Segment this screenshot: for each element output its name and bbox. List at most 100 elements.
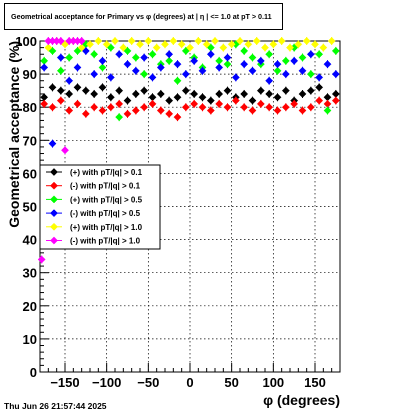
data-point bbox=[73, 63, 82, 72]
data-point bbox=[44, 43, 53, 52]
data-point bbox=[215, 56, 224, 65]
data-point bbox=[215, 90, 224, 98]
data-point bbox=[106, 103, 115, 112]
data-point bbox=[286, 43, 294, 52]
data-point bbox=[294, 40, 303, 49]
data-point bbox=[240, 60, 249, 69]
data-point bbox=[173, 93, 182, 102]
data-point bbox=[181, 86, 190, 95]
data-point bbox=[90, 70, 99, 79]
data-point bbox=[161, 40, 169, 49]
data-point bbox=[198, 66, 207, 75]
data-point bbox=[56, 96, 65, 105]
series-1 bbox=[40, 83, 340, 105]
data-point bbox=[123, 60, 132, 69]
data-point bbox=[298, 53, 307, 62]
data-point bbox=[148, 50, 157, 59]
data-point bbox=[148, 73, 157, 82]
data-point bbox=[123, 109, 132, 118]
data-point bbox=[119, 43, 128, 52]
data-point bbox=[115, 50, 124, 59]
data-point bbox=[273, 93, 282, 102]
data-point bbox=[81, 109, 90, 118]
data-point bbox=[223, 53, 232, 62]
x-tick-label: 50 bbox=[224, 375, 238, 390]
data-point bbox=[136, 40, 144, 49]
data-point bbox=[298, 66, 307, 75]
y-axis-label: Geometrical acceptance (%) bbox=[6, 41, 22, 228]
data-point bbox=[219, 43, 228, 52]
legend-marker bbox=[50, 209, 58, 218]
legend-marker bbox=[50, 236, 58, 245]
legend-label: (-) with pT/|q| > 0.1 bbox=[70, 182, 141, 191]
data-point bbox=[323, 99, 332, 108]
data-point bbox=[206, 106, 215, 115]
data-point bbox=[56, 86, 65, 95]
data-point bbox=[306, 50, 315, 59]
y-tick-label: 60 bbox=[23, 166, 37, 181]
data-point bbox=[248, 106, 257, 115]
timestamp: Thu Jun 26 21:57:44 2025 bbox=[4, 401, 107, 411]
data-point bbox=[315, 50, 324, 59]
data-point bbox=[265, 50, 274, 59]
legend-marker bbox=[50, 181, 58, 190]
data-point bbox=[65, 76, 74, 85]
data-point bbox=[148, 99, 157, 108]
x-tick-label: 0 bbox=[186, 375, 193, 390]
data-point bbox=[311, 40, 319, 49]
data-point bbox=[98, 106, 107, 115]
data-point bbox=[81, 86, 90, 95]
series-2 bbox=[40, 96, 340, 122]
data-point bbox=[331, 46, 340, 55]
data-point bbox=[281, 56, 290, 65]
data-point bbox=[152, 43, 161, 52]
data-point bbox=[215, 63, 224, 72]
data-point bbox=[223, 103, 232, 112]
y-tick-label: 80 bbox=[23, 100, 37, 115]
data-point bbox=[256, 86, 265, 95]
data-point bbox=[56, 53, 65, 62]
data-point bbox=[56, 37, 65, 45]
data-point bbox=[323, 60, 332, 69]
data-point bbox=[65, 90, 74, 98]
data-point bbox=[211, 37, 219, 45]
series-6 bbox=[37, 37, 86, 264]
data-point bbox=[165, 109, 174, 118]
legend-label: (+) with pT/|q| > 0.5 bbox=[70, 195, 143, 204]
data-point bbox=[165, 56, 174, 65]
data-point bbox=[223, 86, 232, 95]
data-point bbox=[302, 37, 311, 45]
data-point bbox=[102, 40, 111, 49]
x-tick-label: −150 bbox=[50, 375, 79, 390]
data-point bbox=[165, 96, 174, 105]
data-point bbox=[306, 70, 315, 79]
data-point bbox=[240, 103, 249, 112]
x-tick-label: −50 bbox=[137, 375, 159, 390]
data-point bbox=[40, 93, 49, 102]
data-point bbox=[65, 53, 74, 62]
data-point bbox=[98, 83, 107, 92]
data-point bbox=[173, 76, 182, 85]
data-point bbox=[327, 37, 336, 45]
data-point bbox=[323, 93, 332, 102]
data-point bbox=[190, 99, 199, 108]
data-point bbox=[273, 66, 282, 75]
data-point bbox=[169, 37, 178, 45]
legend: (+) with pT/|q| > 0.1 (-) with pT/|q| > 0… bbox=[39, 164, 161, 250]
data-point bbox=[273, 60, 282, 69]
data-point bbox=[177, 40, 186, 49]
data-point bbox=[140, 86, 149, 95]
data-point bbox=[223, 60, 232, 69]
data-point bbox=[73, 99, 82, 108]
data-point bbox=[206, 50, 215, 59]
data-point bbox=[290, 56, 299, 65]
legend-label: (+) with pT/|q| > 0.1 bbox=[70, 168, 143, 177]
y-tick-label: 40 bbox=[23, 233, 37, 248]
data-point bbox=[281, 103, 290, 112]
legend-box bbox=[39, 164, 161, 250]
data-point bbox=[181, 70, 190, 79]
series-5 bbox=[44, 37, 336, 52]
data-point bbox=[248, 53, 257, 62]
legend-label: (-) with pT/|q| > 1.0 bbox=[70, 237, 141, 246]
data-point bbox=[323, 106, 332, 115]
